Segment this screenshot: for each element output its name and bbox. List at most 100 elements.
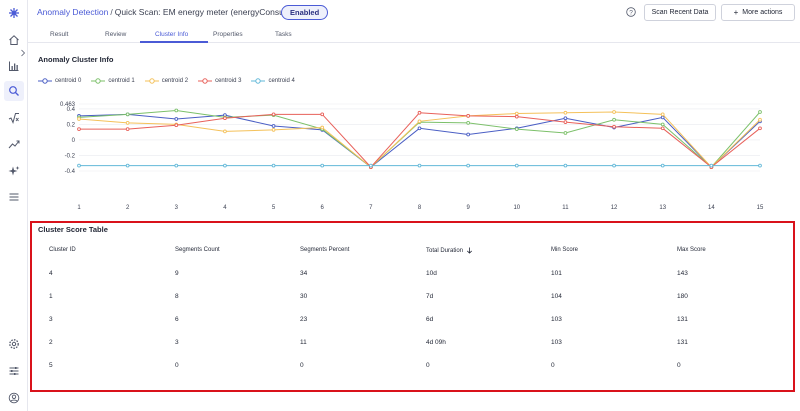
sparkle-icon[interactable] [4,161,24,181]
data-point [612,124,616,129]
legend-swatch-icon [251,78,266,84]
sort-descending-icon[interactable] [466,247,473,254]
max-score-cell: 131 [677,339,688,346]
home-icon[interactable] [4,30,24,50]
legend-label: centroid 4 [268,78,295,84]
data-point [660,112,665,117]
segments-count-cell: 8 [175,293,179,300]
data-point [174,163,179,168]
data-point [612,110,616,114]
column-header-min-score[interactable]: Min Score [551,247,579,253]
segments-percent-cell: 30 [300,293,308,300]
data-point [125,163,130,168]
x-tick-label: 3 [175,205,179,211]
data-point [660,126,665,131]
chart-legend: centroid 0 centroid 1 centroid 2 centroi… [38,78,305,84]
data-point [660,163,665,168]
segments-percent-cell: 11 [300,339,307,346]
tab-cluster-info[interactable]: Cluster Info [155,31,189,38]
data-point [271,128,276,132]
bar-chart-icon[interactable] [4,56,24,76]
legend-item[interactable]: centroid 3 [198,78,241,84]
cluster-id-cell: 1 [49,293,53,300]
data-point [466,121,470,125]
segments-percent-cell: 34 [300,270,308,277]
legend-item[interactable]: centroid 1 [91,78,135,84]
data-point [77,117,81,121]
tab-bar: Result Review Cluster Info Properties Ta… [28,27,800,43]
total-duration-cell: 6d [426,316,434,323]
y-tick-label: 0.4 [67,107,76,113]
data-point [466,114,470,118]
legend-swatch-icon [144,78,159,84]
segments-percent-cell: 23 [300,316,308,323]
cluster-info-title: Anomaly Cluster Info [38,55,114,64]
column-header-total-duration[interactable]: Total Duration [426,247,473,254]
legend-item[interactable]: centroid 4 [251,78,295,84]
data-point [466,132,470,137]
table-title: Cluster Score Table [38,225,108,234]
data-point [514,163,519,168]
data-point [563,163,568,168]
data-point [660,115,665,120]
legend-item[interactable]: centroid 0 [38,78,81,84]
tab-result[interactable]: Result [50,31,69,38]
scan-recent-data-button[interactable]: Scan Recent Data [644,4,716,21]
cluster-id-cell: 2 [49,339,53,346]
trend-icon[interactable] [4,134,24,154]
tab-properties[interactable]: Properties [213,31,243,38]
x-tick-label: 5 [272,205,276,211]
data-point [223,163,227,168]
app-logo-icon[interactable] [4,3,24,23]
min-score-cell: 103 [551,339,562,346]
data-point [417,119,422,124]
legend-item[interactable]: centroid 2 [144,78,188,84]
tab-review[interactable]: Review [105,31,127,38]
data-point [563,116,568,121]
breadcrumb: Anomaly Detection / Quick Scan: EM energy … [37,7,312,17]
x-tick-label: 12 [611,205,618,211]
data-point [77,163,81,168]
sqrt-icon[interactable] [4,108,24,128]
user-icon[interactable] [4,388,24,408]
data-point [612,163,616,168]
breadcrumb-link-anomaly-detection[interactable]: Anomaly Detection [37,7,109,17]
y-tick-label: -0.4 [65,169,76,175]
column-header-segments-count[interactable]: Segments Count [175,247,220,253]
help-icon[interactable]: ? [626,7,636,17]
data-point [612,117,616,122]
expand-sidebar-chevron-icon[interactable] [18,46,28,60]
column-header-cluster-id[interactable]: Cluster ID [49,247,76,253]
sliders-icon[interactable] [4,361,24,381]
menu-icon[interactable] [4,187,24,207]
cluster-id-cell: 3 [49,316,53,323]
legend-swatch-icon [38,78,52,84]
data-point [369,163,373,168]
legend-swatch-icon [91,78,106,84]
segments-count-cell: 3 [175,339,179,346]
y-tick-label: 0.2 [67,122,76,128]
data-point [758,110,762,114]
data-point [125,112,130,117]
legend-label: centroid 1 [108,78,135,84]
settings-icon[interactable] [4,334,24,354]
x-tick-label: 13 [659,205,666,211]
cluster-id-cell: 5 [49,362,53,369]
min-score-cell: 104 [551,293,562,300]
data-point [514,114,519,119]
data-point [514,111,519,116]
status-badge: Enabled [281,5,329,20]
min-score-cell: 0 [551,362,555,369]
data-point [417,110,422,115]
breadcrumb-separator: / [110,7,113,17]
column-header-max-score[interactable]: Max Score [677,247,706,253]
tab-tasks[interactable]: Tasks [275,31,292,38]
x-tick-label: 1 [77,205,81,211]
data-point [271,163,276,168]
min-score-cell: 103 [551,316,562,323]
column-header-segments-percent[interactable]: Segments Percent [300,247,350,253]
x-tick-label: 14 [708,205,715,211]
max-score-cell: 0 [677,362,681,369]
search-icon[interactable] [4,81,24,101]
more-actions-button[interactable]: + More actions [721,4,795,21]
